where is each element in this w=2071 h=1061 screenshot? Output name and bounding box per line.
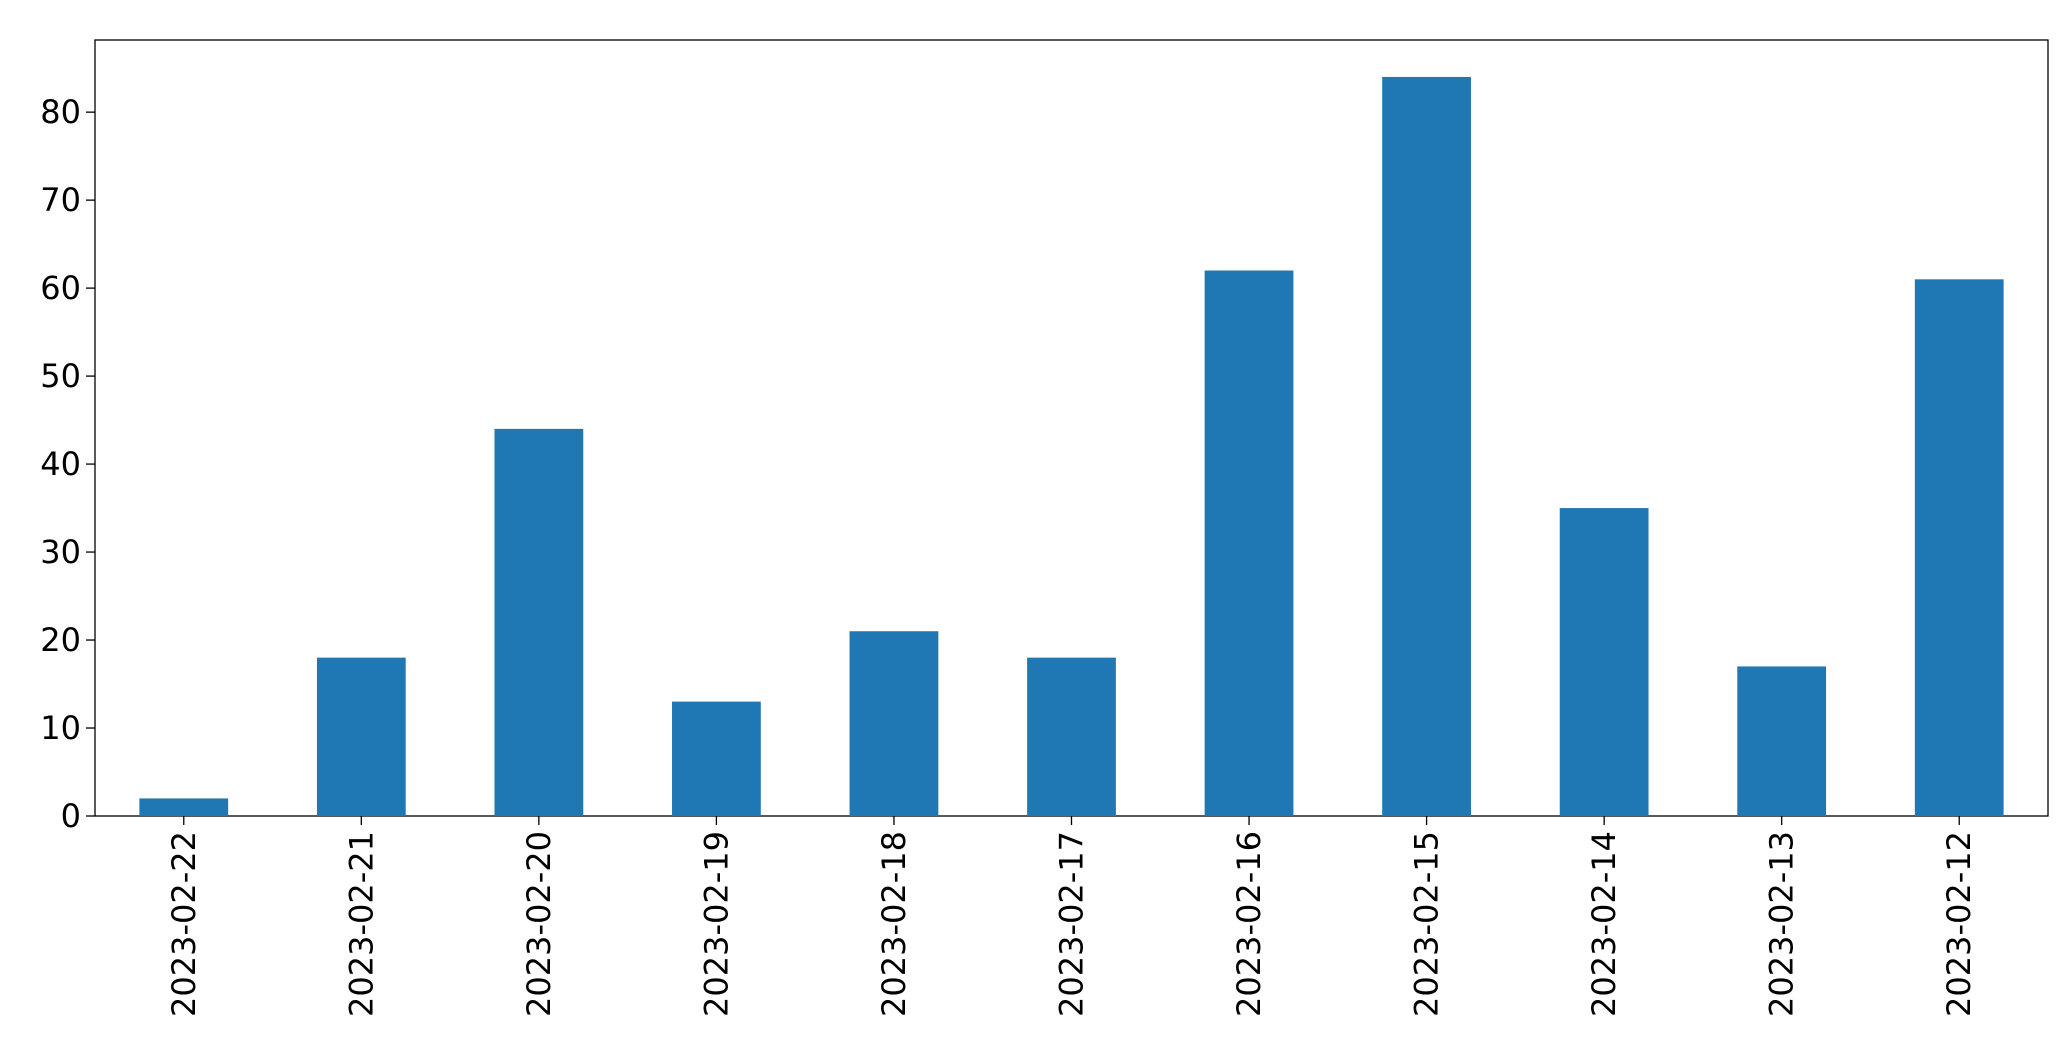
x-tick-label: 2023-02-15	[1408, 831, 1446, 1017]
bar	[1737, 666, 1827, 816]
x-tick-label: 2023-02-19	[697, 831, 735, 1017]
y-tick-label: 70	[40, 181, 81, 219]
y-tick-label: 10	[40, 709, 81, 747]
bar	[1914, 279, 2004, 816]
y-tick-label: 30	[40, 533, 81, 571]
x-tick-label: 2023-02-18	[875, 831, 913, 1017]
x-tick-label: 2023-02-17	[1053, 831, 1091, 1017]
y-tick-label: 40	[40, 445, 81, 483]
x-tick-label: 2023-02-12	[1940, 831, 1978, 1017]
bar	[139, 798, 229, 816]
bar	[1027, 657, 1116, 816]
bar	[849, 631, 939, 816]
bar	[316, 657, 406, 816]
y-tick-label: 0	[61, 797, 81, 835]
bar	[1382, 76, 1471, 816]
x-tick-label: 2023-02-16	[1230, 831, 1268, 1017]
bar	[494, 428, 584, 816]
bar	[1559, 508, 1649, 816]
x-tick-label: 2023-02-13	[1763, 831, 1801, 1017]
y-tick-label: 20	[40, 621, 81, 659]
x-tick-label: 2023-02-20	[520, 831, 558, 1017]
x-tick-label: 2023-02-22	[165, 831, 203, 1017]
bar	[672, 701, 761, 816]
y-tick-label: 80	[40, 93, 81, 131]
y-tick-label: 60	[40, 269, 81, 307]
x-tick-label: 2023-02-14	[1585, 831, 1623, 1017]
x-tick-label: 2023-02-21	[342, 831, 380, 1017]
y-tick-label: 50	[40, 357, 81, 395]
bar	[1204, 270, 1294, 817]
